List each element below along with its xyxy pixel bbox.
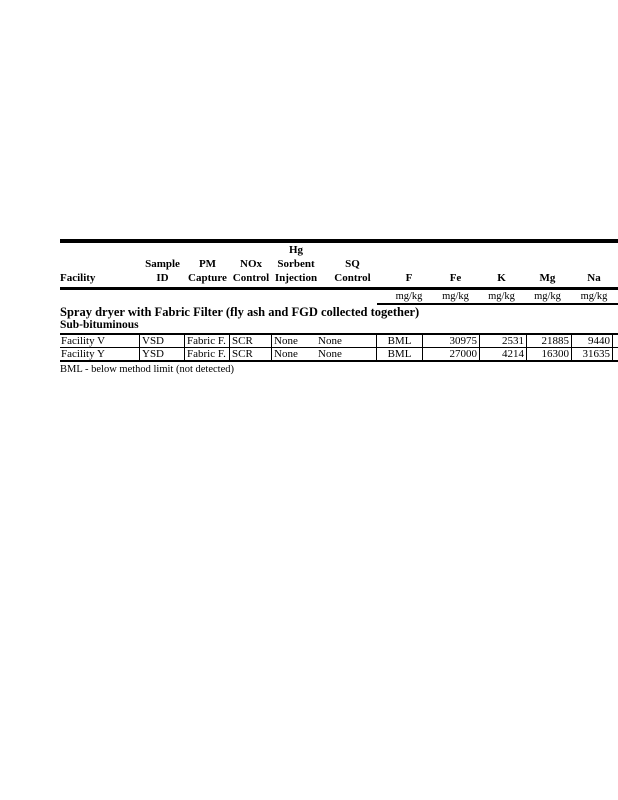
table-top-rule	[60, 239, 618, 243]
cell-facility: Facility Y	[60, 348, 140, 360]
header-cell-f: F	[405, 272, 413, 284]
unit-cell-na: mg/kg	[580, 291, 608, 302]
cell-na: 31635	[572, 348, 613, 360]
header-bottom-rule	[60, 287, 618, 290]
units-bottom-rule	[377, 303, 618, 305]
header-cell-sample-id: Sample ID	[145, 258, 180, 284]
cell-clipped-edge	[613, 335, 618, 347]
header-cell-na: Na	[587, 272, 601, 284]
cell-pm-capture: Fabric F.	[185, 335, 230, 347]
subsection-title: Sub-bituminous	[60, 319, 139, 331]
units-spacer	[60, 291, 385, 303]
header-cell-k: K	[497, 272, 506, 284]
unit-cell-fe: mg/kg	[442, 291, 469, 302]
unit-cell-f: mg/kg	[395, 291, 423, 302]
cell-k: 4214	[480, 348, 527, 360]
footnote-bml: BML - below method limit (not detected)	[60, 364, 234, 375]
cell-facility: Facility V	[60, 335, 140, 347]
cell-sq-control: None	[316, 348, 377, 360]
header-cell-pm-capture: PM Capture	[188, 258, 227, 284]
header-cell-nox-control: NOx Control	[232, 258, 270, 284]
cell-nox-control: SCR	[230, 335, 272, 347]
header-cell-sq-control: SQ Control	[334, 258, 371, 284]
cell-nox-control: SCR	[230, 348, 272, 360]
cell-pm-capture: Fabric F.	[185, 348, 230, 360]
cell-fe: 30975	[423, 335, 480, 347]
unit-cell-mg: mg/kg	[534, 291, 561, 302]
table-header-row: Facility Sample ID PM Capture NOx Contro…	[60, 241, 618, 286]
cell-sample-id: VSD	[140, 335, 185, 347]
header-cell-facility: Facility	[60, 272, 96, 284]
cell-k: 2531	[480, 335, 527, 347]
cell-na: 9440	[572, 335, 613, 347]
header-cell-fe: Fe	[449, 272, 462, 284]
units-row: mg/kg mg/kg mg/kg mg/kg mg/kg	[60, 291, 618, 303]
cell-f: BML	[377, 348, 423, 360]
cell-sq-control: None	[316, 335, 377, 347]
cell-hg-sorbent-injection: None	[274, 335, 298, 347]
cell-clipped-edge	[613, 348, 618, 360]
header-cell-mg: Mg	[539, 272, 556, 284]
unit-cell-k: mg/kg	[488, 291, 515, 302]
table-row-facility-v: Facility V VSD Fabric F. SCR None None B…	[60, 335, 618, 348]
cell-mg: 16300	[527, 348, 572, 360]
data-table: Facility V VSD Fabric F. SCR None None B…	[60, 333, 618, 362]
cell-mg: 21885	[527, 335, 572, 347]
cell-hg-sorbent-injection: None	[274, 348, 298, 360]
section-title: Spray dryer with Fabric Filter (fly ash …	[60, 305, 420, 319]
table-row-facility-y: Facility Y YSD Fabric F. SCR None None B…	[60, 348, 618, 360]
cell-f: BML	[377, 335, 423, 347]
header-cell-hg-sorbent-injection: Hg Sorbent Injection	[274, 244, 318, 284]
cell-sample-id: YSD	[140, 348, 185, 360]
cell-fe: 27000	[423, 348, 480, 360]
